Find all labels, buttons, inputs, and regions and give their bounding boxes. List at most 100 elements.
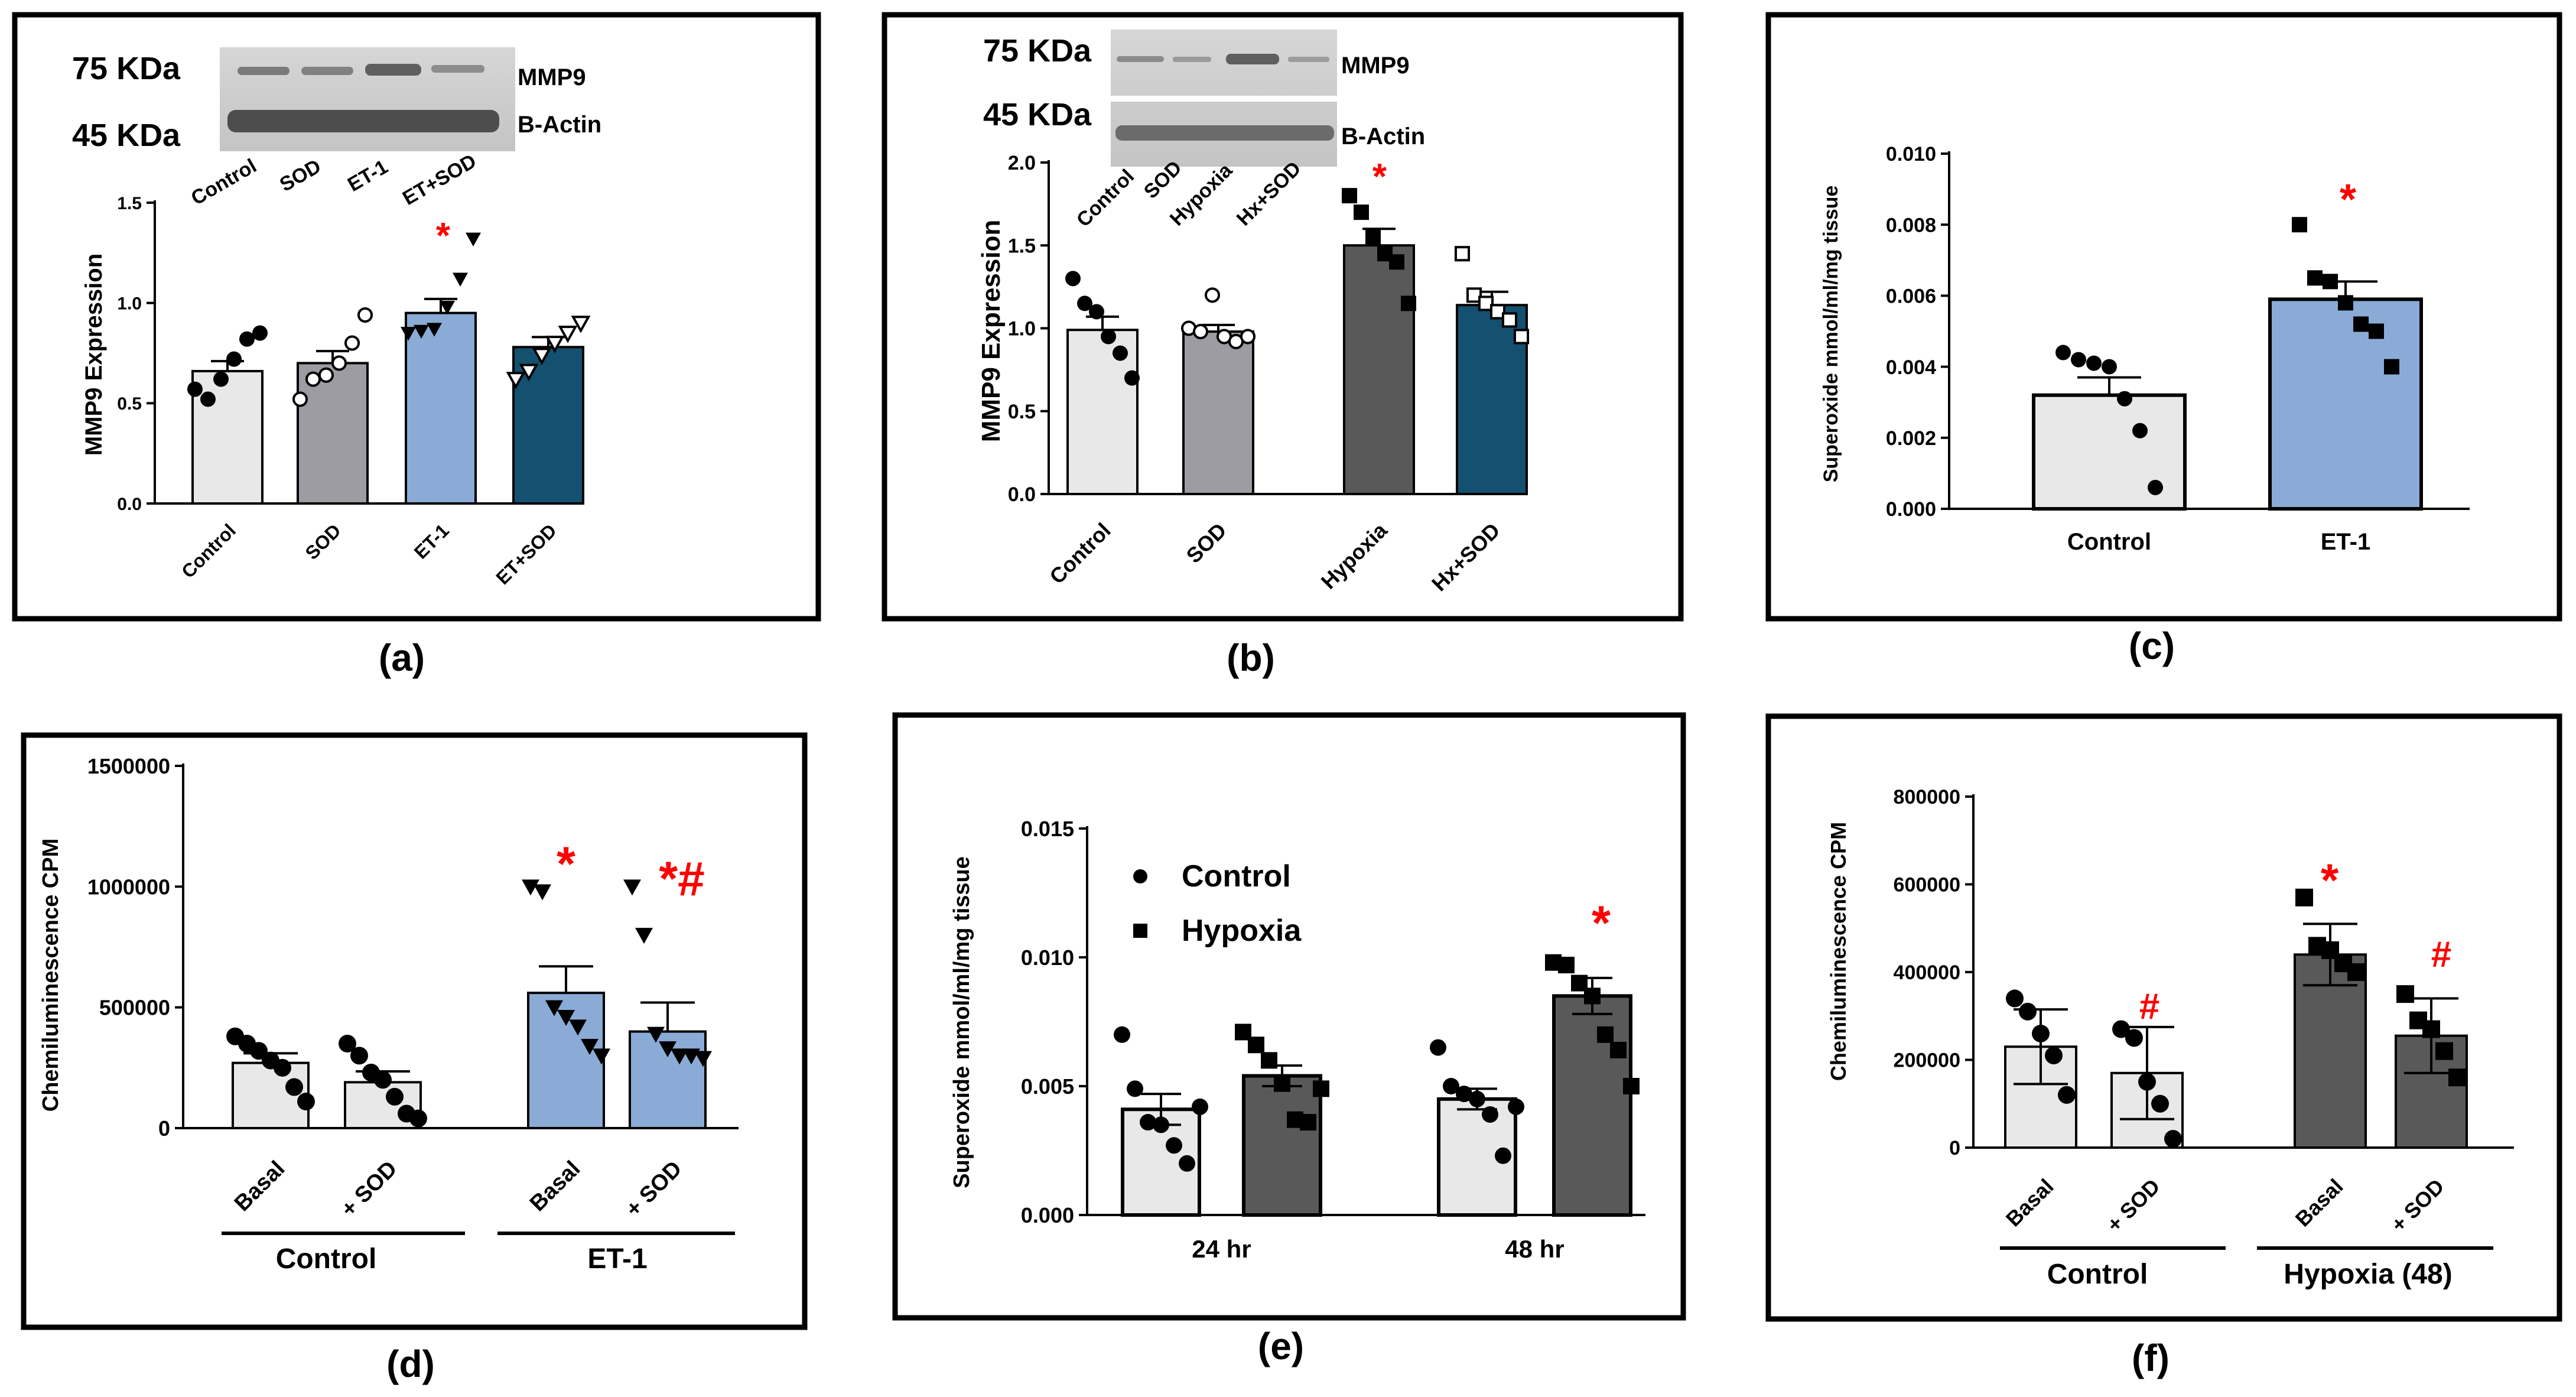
panel-b-frame (882, 12, 1684, 622)
chart-c-data-point (2307, 270, 2323, 286)
chart-b-x-tick-label: SOD (1182, 518, 1231, 568)
chart-b: 0.0 0.5 1.0 1.5 2.0 Control SOD Hypoxia Hx+SOD (1008, 152, 1530, 596)
chart-a-x-tick-label: ET+SOD (492, 519, 561, 589)
chart-f-x-tick-label: + SOD (2386, 1174, 2449, 1237)
blot-kda-top-b: 75 KDa (983, 33, 1092, 69)
chart-c-bar (2268, 297, 2423, 511)
chart-a-data-point (453, 272, 468, 287)
blot-band-actin-a (227, 110, 499, 132)
y-axis-title-d: Chemiluminescence CPM (38, 839, 63, 1112)
panel-e-caption: (e) (1258, 1325, 1304, 1367)
chart-b-x-tick-label: Hypoxia (1316, 518, 1393, 594)
chart-c-data-point (2384, 359, 2399, 375)
chart-c-y-tick-label: 0.010 (1886, 143, 1936, 165)
chart-f-data-point (2164, 1130, 2182, 1148)
chart-e-data-point (1623, 1078, 1640, 1094)
chart-e-data-point (1192, 1098, 1208, 1115)
chart-a-x-tick-label: SOD (301, 519, 344, 563)
blot-image-a (220, 47, 515, 151)
chart-f-data-point (2125, 1029, 2143, 1047)
chart-d-x-tick-label: Basal (525, 1156, 585, 1216)
chart-a-data-point (532, 347, 552, 366)
chart-b-y-tick-label: 1.5 (1008, 235, 1036, 257)
chart-d-data-point (339, 1034, 356, 1052)
chart-a-bar (191, 370, 264, 505)
chart-f-data-point (2032, 1024, 2050, 1042)
significance-star-d-et1-basal: * (557, 837, 575, 891)
significance-star-a: * (436, 216, 451, 256)
chart-a-x-tick-label: Control (177, 519, 240, 582)
chart-b-y-tick-label: 1.0 (1008, 318, 1036, 340)
chart-b-data-point (1365, 229, 1381, 245)
chart-c-data-point (2102, 359, 2117, 375)
chart-d-data-point (647, 1026, 665, 1043)
chart-e-data-point (1153, 1116, 1169, 1133)
chart-d-data-point (694, 1051, 712, 1067)
group-label-f-hypoxia: Hypoxia (48) (2284, 1259, 2452, 1290)
chart-d-bar (232, 1061, 310, 1130)
chart-b-bar (1182, 330, 1254, 495)
chart-a-data-point (545, 336, 565, 353)
chart-d-data-point (274, 1058, 291, 1077)
chart-a-data-point (466, 232, 481, 247)
chart-d-data-point (659, 1041, 676, 1058)
chart-f-data-point (2112, 1020, 2130, 1038)
chart-d-data-point (534, 884, 551, 901)
panel-c-frame (1765, 12, 2562, 622)
chart-a-data-point (213, 371, 229, 387)
chart-b-data-point (1454, 246, 1471, 262)
chart-e-data-point (1443, 1078, 1459, 1094)
chart-f-data-point (2006, 989, 2024, 1008)
chart-d: 0 500000 1000000 1500000 Basal + SOD Basal + SO… (87, 754, 739, 1222)
chart-b-data-point (1401, 295, 1416, 311)
y-axis-title-b: MMP9 Expression (977, 220, 1006, 443)
chart-b-y-tick-label: 0.5 (1008, 401, 1036, 423)
chart-f-y-tick-label: 0 (1949, 1137, 1960, 1159)
chart-a-bar (405, 311, 477, 505)
chart-c-y-tick-label: 0.008 (1886, 214, 1936, 236)
chart-e-data-point (1261, 1052, 1277, 1069)
blot-lane-label-b-4: Hx+SOD (1232, 157, 1306, 230)
chart-b-x-tick-label: Hx+SOD (1427, 518, 1505, 596)
panel-b-caption: (b) (1227, 636, 1275, 679)
chart-b-data-point (1478, 295, 1494, 311)
blot-kda-bottom-a: 45 KDa (72, 118, 181, 153)
chart-d-y-tick-label: 1000000 (87, 875, 170, 899)
chart-e-data-point (1469, 1090, 1485, 1107)
chart-f-data-point (2448, 1068, 2466, 1087)
chart-b-data-point (1354, 204, 1369, 220)
chart-b-y-tick-label: 0.0 (1008, 483, 1036, 506)
panel-d-frame (21, 732, 808, 1330)
chart-a-data-point (519, 363, 539, 382)
chart-d-data-point (250, 1042, 268, 1060)
y-axis-title-f: Chemiluminescence CPM (1826, 822, 1850, 1081)
chart-b-data-point (1065, 271, 1081, 287)
chart-a-data-point (292, 391, 308, 407)
chart-a-data-point (331, 355, 347, 371)
blot-band-mmp9-a-2 (301, 67, 353, 75)
chart-e: 0.000 0.005 0.010 0.015 24 hr 48 hr (1021, 817, 1645, 1263)
chart-a-data-point (414, 324, 429, 339)
chart-d-data-point (671, 1048, 688, 1065)
chart-c-data-point (2338, 295, 2353, 311)
chart-a-data-point (239, 331, 255, 347)
panel-c-caption: (c) (2129, 625, 2175, 667)
chart-b-x-tick-label: Control (1045, 518, 1115, 589)
chart-e-data-point (1114, 1026, 1130, 1043)
chart-d-data-point (285, 1078, 303, 1096)
blot-band-mmp9-b-4 (1288, 57, 1329, 62)
blot-lane-label-a-2: SOD (276, 155, 325, 196)
chart-f-data-point (2019, 1002, 2037, 1021)
chart-e-data-point (1430, 1039, 1446, 1056)
chart-a-y-tick-label: 1.5 (117, 194, 142, 213)
chart-d-data-point (569, 1019, 587, 1036)
chart-e-x-tick-label: 48 hr (1505, 1235, 1564, 1263)
chart-e-data-point (1127, 1080, 1143, 1097)
blot-band-mmp9-a-3 (365, 64, 421, 76)
blot-band-mmp9-b-2 (1173, 57, 1211, 62)
chart-c-data-point (2148, 479, 2163, 495)
panel-f-caption: (f) (2132, 1337, 2170, 1379)
chart-a-data-point (571, 316, 591, 333)
chart-d-x-tick-label: Basal (230, 1156, 290, 1216)
